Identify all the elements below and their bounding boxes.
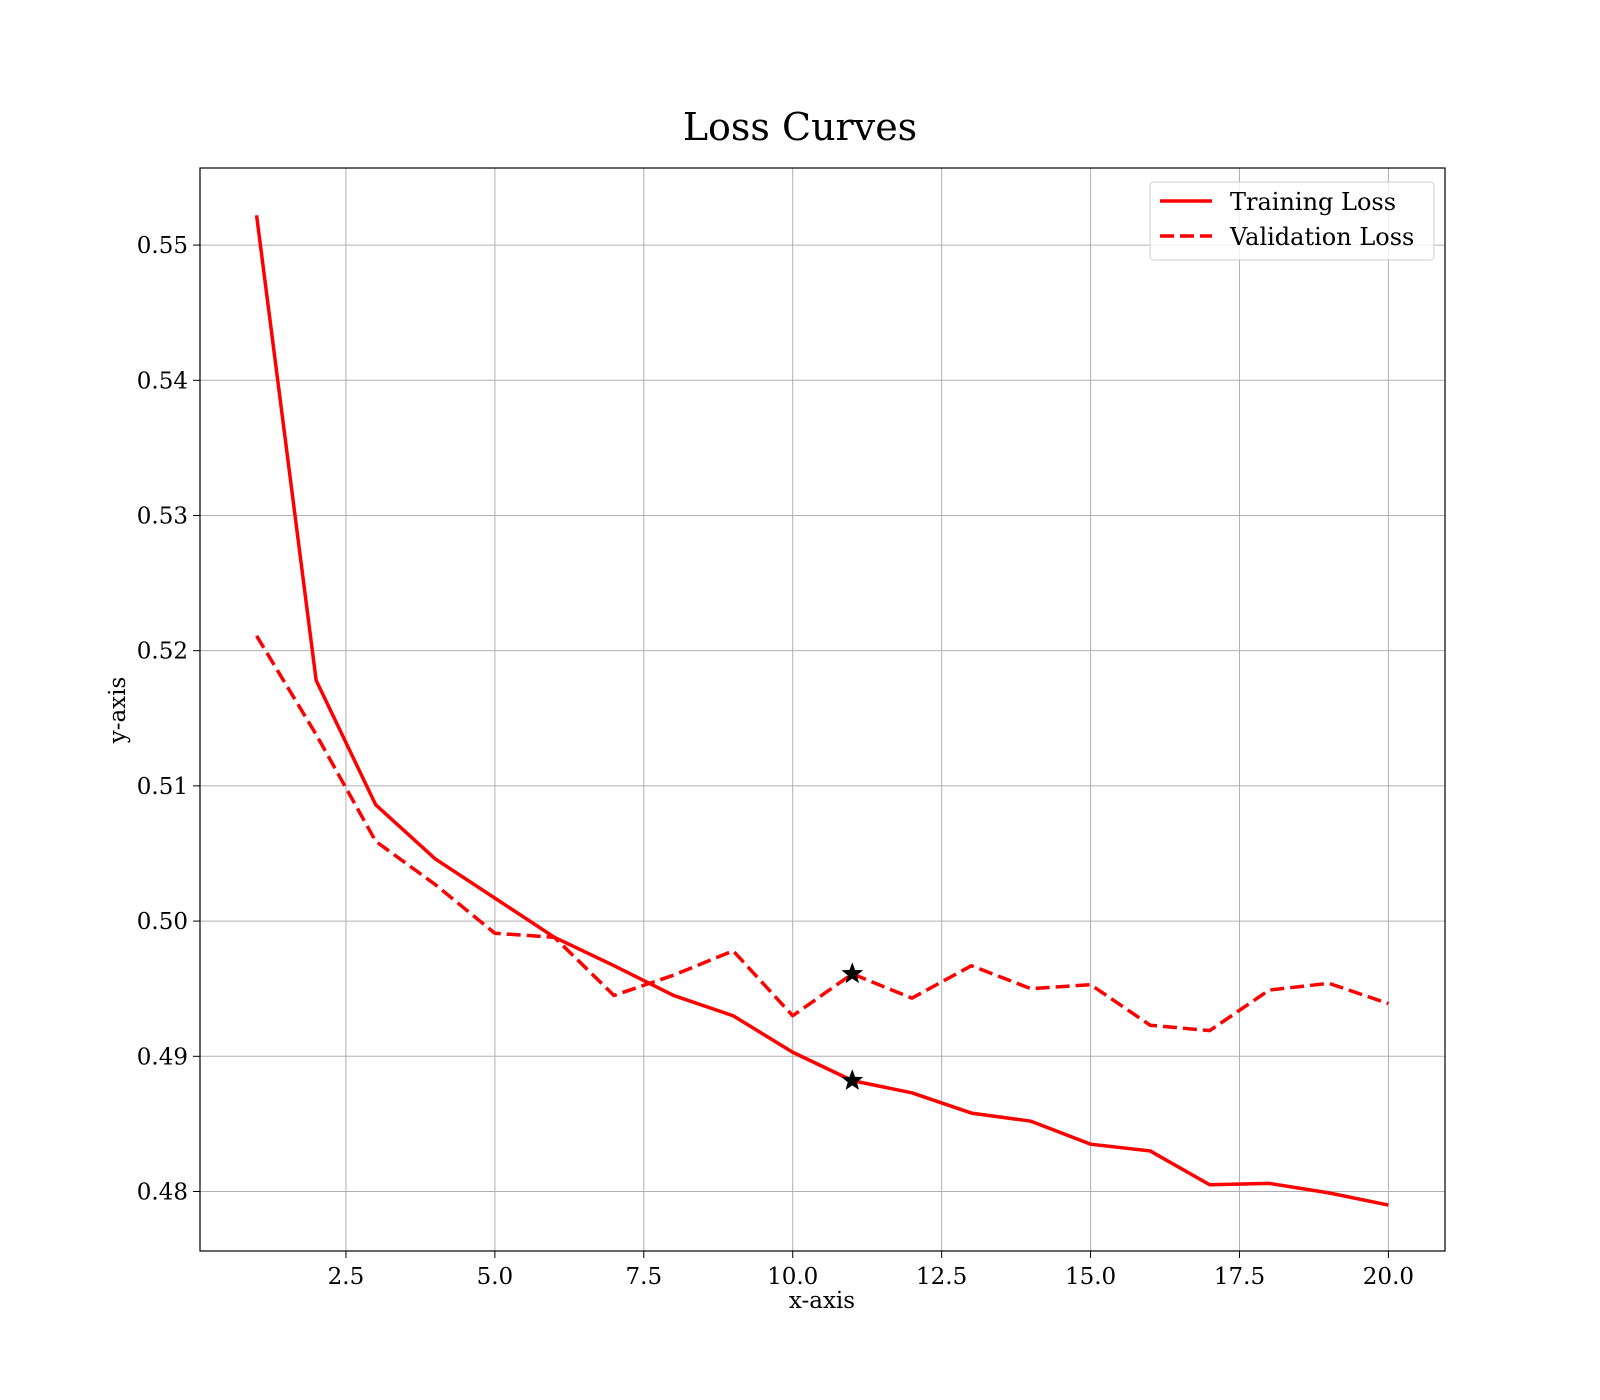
- x-axis-ticks: 2.5 5.0 7.5 10.0 12.5 15.0 17.5 20.0: [328, 1251, 1414, 1290]
- star-marker: [841, 962, 864, 984]
- star-markers: [841, 962, 864, 1090]
- y-tick-label: 0.52: [137, 639, 188, 665]
- validation-loss-line: [255, 634, 1389, 1033]
- chart-title: Loss Curves: [683, 105, 917, 149]
- y-tick-label: 0.51: [137, 774, 188, 800]
- y-axis-label: y-axis: [105, 677, 131, 745]
- y-tick-label: 0.49: [137, 1044, 188, 1070]
- x-tick-label: 20.0: [1363, 1264, 1414, 1290]
- grid-lines: [200, 168, 1445, 1251]
- x-tick-label: 7.5: [626, 1264, 663, 1290]
- y-tick-label: 0.53: [137, 503, 188, 529]
- legend: Training Loss Validation Loss: [1149, 181, 1435, 261]
- legend-box: [1149, 181, 1435, 261]
- x-tick-label: 12.5: [916, 1264, 967, 1290]
- y-tick-label: 0.50: [137, 909, 188, 935]
- x-tick-label: 15.0: [1065, 1264, 1116, 1290]
- y-tick-label: 0.54: [137, 368, 188, 394]
- plot-area-frame: [199, 167, 1446, 1252]
- training-loss-line: [254, 215, 1389, 1207]
- y-axis-ticks: 0.48 0.49 0.50 0.51 0.52 0.53 0.54 0.55: [137, 233, 200, 1206]
- x-axis-label: x-axis: [789, 1288, 855, 1314]
- y-tick-label: 0.48: [137, 1180, 188, 1206]
- x-tick-label: 17.5: [1214, 1264, 1265, 1290]
- legend-validation-label: Validation Loss: [1229, 223, 1414, 251]
- x-tick-label: 5.0: [477, 1264, 514, 1290]
- star-marker: [841, 1069, 864, 1090]
- x-tick-label: 2.5: [328, 1264, 365, 1290]
- y-tick-label: 0.55: [137, 233, 188, 259]
- legend-training-label: Training Loss: [1230, 188, 1396, 216]
- x-tick-label: 10.0: [767, 1264, 818, 1290]
- series-lines: [254, 215, 1389, 1207]
